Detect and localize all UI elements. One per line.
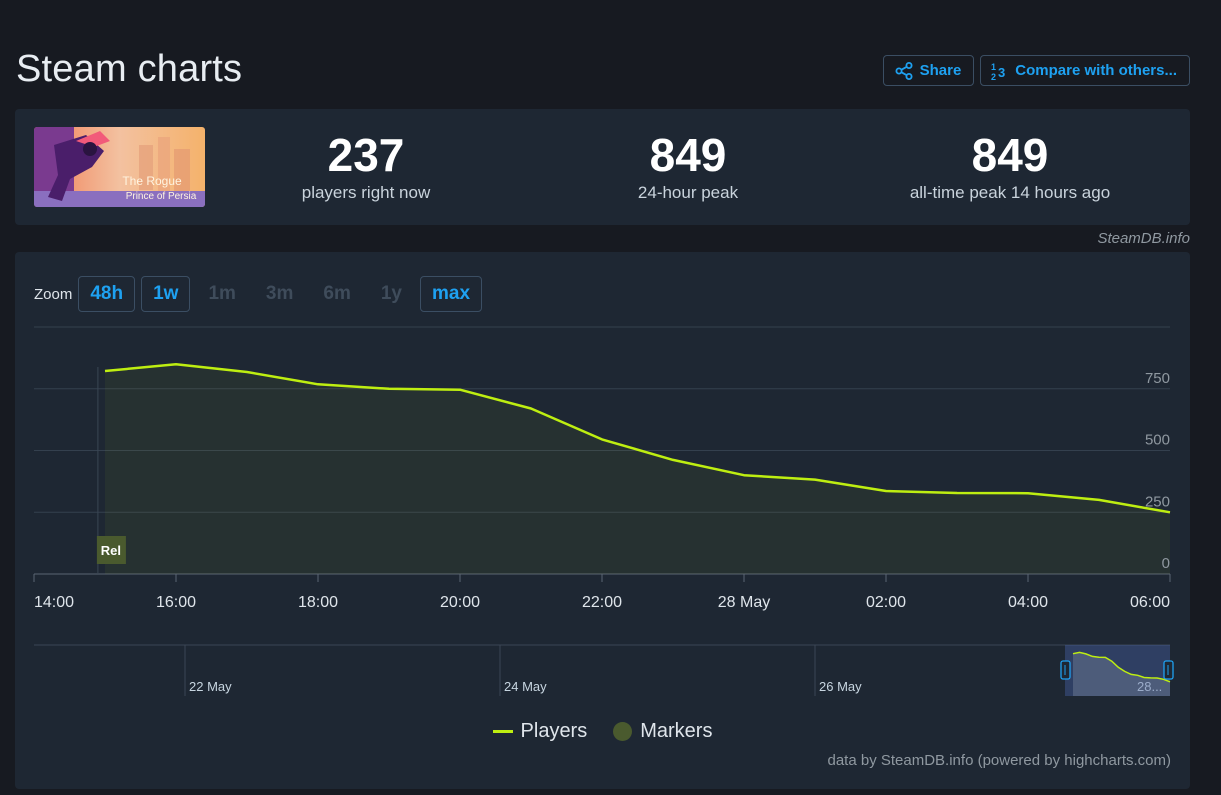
marker-label: Rel — [101, 543, 121, 558]
x-tick-label: 02:00 — [866, 594, 906, 611]
chart-legend: Players Markers — [15, 720, 1190, 743]
players-swatch — [492, 730, 513, 733]
marker-flag — [96, 536, 126, 564]
chart-panel: Zoom 48h 1w 1m 3m 6m 1y max Rel 0 250 500 7… — [15, 252, 1190, 789]
svg-text:2: 2 — [991, 72, 996, 81]
stats-panel: The Rogue Prince of Persia 237 players r… — [15, 109, 1190, 225]
legend-item-players[interactable]: Players — [492, 720, 588, 743]
stat-label: 24-hour peak — [637, 183, 739, 202]
stat-24h-peak: 849 24-hour peak — [588, 129, 788, 203]
zoom-bar: Zoom 48h 1w 1m 3m 6m 1y max — [34, 276, 488, 312]
y-tick-label: 0 — [1162, 555, 1170, 572]
stat-value: 849 — [649, 129, 727, 181]
share-icon — [894, 61, 914, 81]
stat-value: 237 — [327, 129, 405, 181]
stat-value: 849 — [971, 129, 1049, 181]
x-tick-label: 22:00 — [582, 594, 622, 611]
legend-label: Markers — [640, 720, 713, 742]
zoom-1w-button[interactable]: 1w — [141, 276, 191, 312]
player-chart[interactable]: Rel 0 250 500 750 14:00 16:00 18:00 20:00 22:00… — [15, 252, 1190, 712]
svg-text:1: 1 — [991, 62, 996, 72]
x-tick-label: 20:00 — [440, 594, 480, 611]
x-tick-label: 06:00 — [1130, 594, 1170, 611]
stat-label: players right now — [301, 183, 431, 202]
markers-swatch — [613, 722, 633, 741]
players-line — [104, 363, 1171, 514]
x-tick-label: 14:00 — [34, 594, 74, 611]
x-tick-label: 16:00 — [156, 594, 196, 611]
stat-all-time-peak: 849 all-time peak 14 hours ago — [880, 129, 1140, 203]
players-area — [105, 364, 1170, 574]
navigator-line — [1072, 651, 1171, 683]
zoom-label: Zoom — [34, 285, 73, 303]
zoom-3m-button[interactable]: 3m — [265, 283, 294, 304]
navigator-label: 22 May — [189, 679, 232, 694]
capsule-logo-line2: Prince of Persia — [126, 191, 197, 202]
zoom-48h-button[interactable]: 48h — [78, 276, 136, 312]
zoom-6m-button[interactable]: 6m — [323, 283, 351, 304]
navigator-label: 28... — [1137, 679, 1162, 694]
legend-item-markers[interactable]: Markers — [613, 720, 712, 743]
game-capsule-image[interactable]: The Rogue Prince of Persia — [34, 127, 205, 207]
navigator-label: 26 May — [819, 679, 862, 694]
legend-label: Players — [520, 720, 588, 742]
zoom-1y-button[interactable]: 1y — [380, 283, 402, 304]
x-tick-label: 18:00 — [298, 594, 338, 611]
svg-text:3: 3 — [998, 65, 1005, 80]
navigator-label: 24 May — [504, 679, 547, 694]
zoom-1m-button[interactable]: 1m — [208, 283, 236, 304]
chart-credits[interactable]: data by SteamDB.info (powered by highcha… — [827, 752, 1172, 769]
x-tick-label: 28 May — [718, 594, 770, 611]
y-tick-label: 750 — [1145, 370, 1170, 387]
y-tick-label: 500 — [1145, 432, 1170, 449]
steamdb-credit[interactable]: SteamDB.info — [1097, 230, 1190, 247]
compare-button[interactable]: 1 2 3 Compare with others... — [980, 55, 1190, 86]
y-tick-label: 250 — [1145, 493, 1170, 510]
top-actions: Share 1 2 3 Compare with others... — [882, 55, 1190, 86]
compare-numbers-icon: 1 2 3 — [991, 61, 1009, 81]
compare-label: Compare with others... — [1015, 62, 1177, 79]
x-tick-label: 04:00 — [1008, 594, 1048, 611]
share-label: Share — [919, 62, 962, 79]
stat-label: all-time peak 14 hours ago — [909, 183, 1111, 202]
page-title: Steam charts — [16, 48, 243, 90]
share-button[interactable]: Share — [882, 55, 975, 86]
capsule-logo-line1: The Rogue — [122, 174, 182, 188]
stat-players-now: 237 players right now — [266, 129, 466, 203]
zoom-max-button[interactable]: max — [420, 276, 483, 312]
navigator-area — [1073, 652, 1170, 696]
